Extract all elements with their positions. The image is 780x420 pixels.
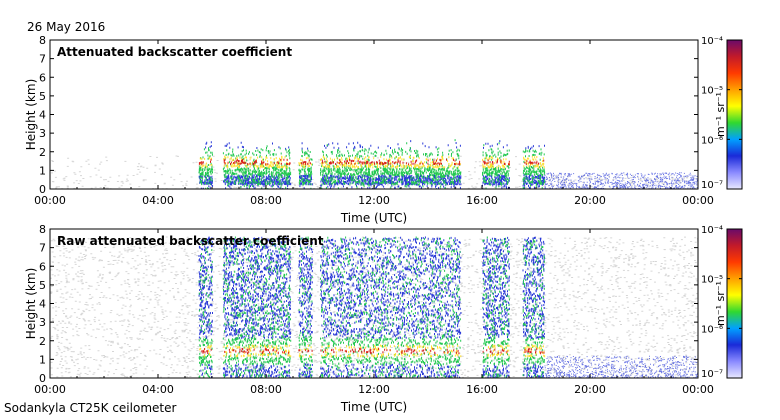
y-tick-label: 5 (39, 90, 46, 103)
colorbar-tick-label: 10⁻⁷ (701, 180, 723, 191)
x-tick-label: 00:00 (34, 194, 66, 207)
x-axis-label: Time (UTC) (340, 211, 407, 225)
aerosol-layer (544, 355, 698, 378)
date-label: 26 May 2016 (27, 20, 106, 34)
backscatter-field (50, 236, 698, 378)
backscatter-field (51, 139, 698, 189)
colorbar-tick-label: 10⁻⁶ (701, 324, 723, 335)
y-tick-label: 2 (39, 335, 46, 348)
cloud-period (298, 236, 313, 378)
x-tick-label: 16:00 (466, 194, 498, 207)
panel-1: 0 1 2 3 4 5 6 7 8 00:00 04:00 08:00 12:00 16:00 20:00 0… (24, 34, 743, 225)
x-tick-label: 00:00 (34, 383, 66, 396)
y-tick-label: 5 (39, 279, 46, 292)
x-tick-label: 12:00 (358, 194, 390, 207)
x-tick-label: 20:00 (574, 383, 606, 396)
colorbar (726, 39, 743, 190)
plot-area (50, 40, 698, 189)
cloud-period (198, 236, 213, 378)
colorbar (726, 228, 743, 379)
y-axis-label: Height (km) (24, 268, 38, 339)
colorbar-tick-label: 10⁻⁴ (701, 225, 723, 236)
chart-title: Raw attenuated backscatter coefficient (57, 234, 324, 248)
cloud-period (522, 236, 546, 378)
y-tick-label: 1 (39, 353, 46, 366)
x-tick-label: 16:00 (466, 383, 498, 396)
y-tick-label: 4 (39, 109, 46, 122)
panel-2: 0 1 2 3 4 5 6 7 8 00:00 04:00 08:00 12:00 16:00 20:00 0… (24, 223, 743, 414)
y-tick-label: 3 (39, 316, 46, 329)
x-tick-label: 04:00 (142, 383, 174, 396)
colorbar-tick-label: 10⁻⁵ (701, 275, 723, 286)
aerosol-layer (544, 172, 698, 189)
station-label: Sodankyla CT25K ceilometer (4, 401, 177, 415)
y-tick-label: 0 (39, 183, 46, 196)
cloud-period (222, 141, 292, 189)
colorbar-tick-label: 10⁻⁴ (701, 36, 723, 47)
colorbar-tick-label: 10⁻⁶ (701, 135, 723, 146)
cloud-period (198, 141, 213, 189)
cloud-period (222, 236, 292, 378)
y-axis-label: Height (km) (24, 79, 38, 150)
cloud-period (298, 142, 313, 189)
y-tick-label: 6 (39, 71, 46, 84)
chart-title: Attenuated backscatter coefficient (57, 45, 292, 59)
y-tick-label: 6 (39, 260, 46, 273)
y-tick-label: 3 (39, 127, 46, 140)
cloud-period (522, 144, 546, 189)
colorbar-unit: m⁻¹ sr⁻¹ (714, 92, 727, 137)
y-tick-label: 0 (39, 372, 46, 385)
y-tick-label: 7 (39, 53, 46, 66)
x-tick-label: 12:00 (358, 383, 390, 396)
colorbar-tick-label: 10⁻⁷ (701, 369, 723, 380)
x-tick-label: 04:00 (142, 194, 174, 207)
cloud-period (482, 140, 510, 189)
y-tick-label: 8 (39, 34, 46, 47)
x-tick-label: 00:00 (682, 194, 714, 207)
y-tick-label: 8 (39, 223, 46, 236)
x-axis-label: Time (UTC) (340, 400, 407, 414)
colorbar-unit: m⁻¹ sr⁻¹ (714, 281, 727, 326)
y-tick-label: 4 (39, 298, 46, 311)
y-tick-label: 7 (39, 242, 46, 255)
plot-area (50, 229, 698, 378)
cloud-period (320, 139, 462, 189)
y-tick-label: 1 (39, 164, 46, 177)
x-tick-label: 00:00 (682, 383, 714, 396)
x-tick-label: 08:00 (250, 194, 282, 207)
y-tick-label: 2 (39, 146, 46, 159)
cloud-period (320, 236, 462, 378)
x-tick-label: 08:00 (250, 383, 282, 396)
noise-speckle (51, 155, 698, 189)
x-tick-label: 20:00 (574, 194, 606, 207)
cloud-period (482, 236, 510, 378)
colorbar-tick-label: 10⁻⁵ (701, 86, 723, 97)
